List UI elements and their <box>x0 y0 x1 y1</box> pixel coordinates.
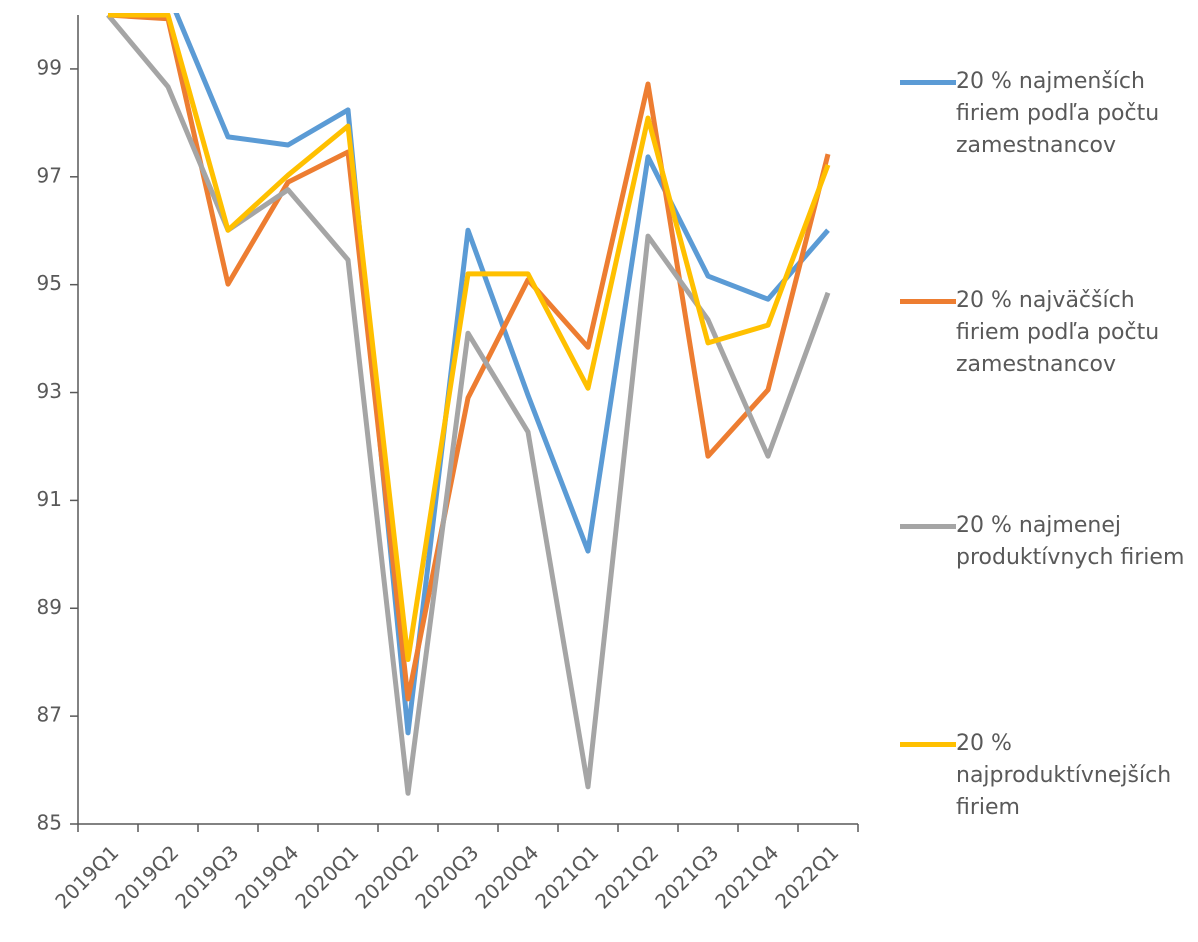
x-tick-label: 2022Q1 <box>770 840 843 913</box>
y-tick-label: 85 <box>37 811 62 835</box>
legend-item: 20 % najmenších firiem podľa počtu zames… <box>900 66 1192 162</box>
legend-label: 20 % najväčších firiem podľa počtu zames… <box>956 288 1160 377</box>
series-line <box>173 13 830 736</box>
legend-swatch <box>900 80 956 85</box>
legend-swatch <box>900 299 956 304</box>
y-tick-label: 99 <box>37 55 62 79</box>
x-tick-label: 2019Q3 <box>170 840 243 913</box>
x-tick-label: 2021Q4 <box>710 840 783 913</box>
legend-item: 20 % najmenej produktívnych firiem <box>900 510 1192 574</box>
y-tick-label: 91 <box>37 487 62 511</box>
x-tick-label: 2019Q1 <box>50 840 123 913</box>
y-tick-label: 97 <box>37 163 62 187</box>
x-tick-label: 2021Q2 <box>590 840 663 913</box>
y-tick-label: 93 <box>37 379 62 403</box>
legend-label: 20 % najmenej produktívnych firiem <box>956 513 1185 570</box>
x-tick-label: 2019Q2 <box>110 840 183 913</box>
legend-label: 20 % najmenších firiem podľa počtu zames… <box>956 69 1160 158</box>
series-line <box>107 13 831 702</box>
series-line <box>108 13 831 663</box>
x-tick-label: 2021Q3 <box>650 840 723 913</box>
x-tick-label: 2020Q2 <box>350 840 423 913</box>
plot-area <box>106 13 831 796</box>
x-tick-label: 2020Q3 <box>410 840 483 913</box>
y-tick-label: 87 <box>37 703 62 727</box>
legend-item: 20 % najproduktívnejších firiem <box>900 728 1192 824</box>
y-tick-label: 89 <box>37 595 62 619</box>
x-tick-label: 2019Q4 <box>230 840 303 913</box>
x-tick-label: 2020Q4 <box>470 840 543 913</box>
x-tick-label: 2020Q1 <box>290 840 363 913</box>
legend-label: 20 % najproduktívnejších firiem <box>956 731 1172 820</box>
y-tick-label: 95 <box>37 271 62 295</box>
legend-item: 20 % najväčších firiem podľa počtu zames… <box>900 285 1192 381</box>
x-tick-label: 2021Q1 <box>530 840 603 913</box>
legend-swatch <box>900 524 956 529</box>
legend-swatch <box>900 742 956 747</box>
